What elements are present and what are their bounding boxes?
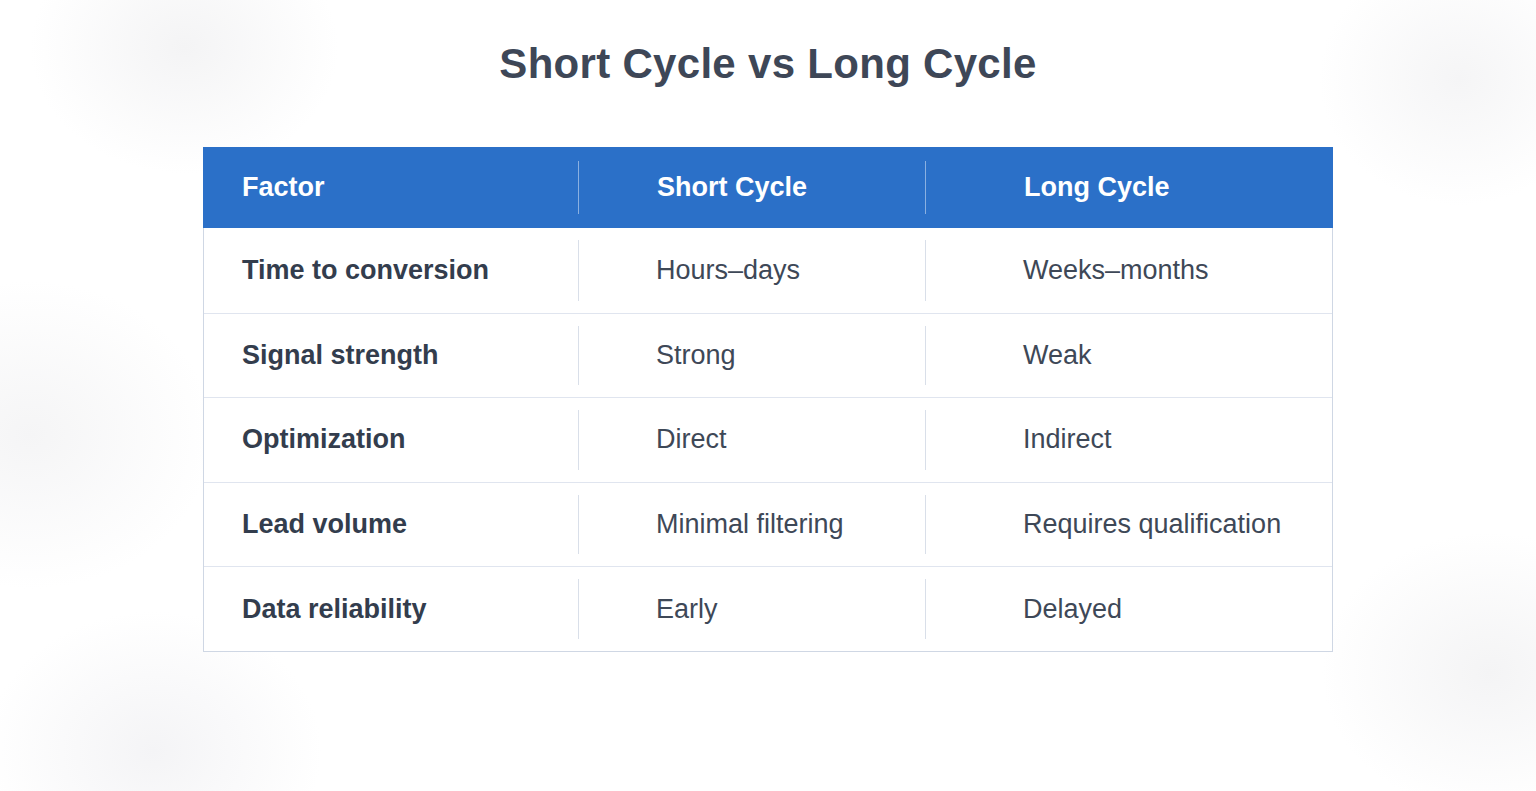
- table-body: Time to conversionHours–daysWeeks–months…: [203, 228, 1333, 652]
- table-row: OptimizationDirectIndirect: [204, 397, 1332, 482]
- value-cell: Minimal filtering: [578, 483, 925, 567]
- header-cell-long-cycle: Long Cycle: [925, 147, 1333, 228]
- header-cell-factor: Factor: [203, 147, 578, 228]
- value-cell: Hours–days: [578, 228, 925, 313]
- value-cell: Requires qualification: [925, 483, 1332, 567]
- row-label-cell: Data reliability: [204, 567, 578, 651]
- page-title: Short Cycle vs Long Cycle: [0, 40, 1536, 88]
- header-cell-short-cycle: Short Cycle: [578, 147, 925, 228]
- value-cell: Indirect: [925, 398, 1332, 482]
- table-row: Data reliabilityEarlyDelayed: [204, 566, 1332, 651]
- value-cell: Direct: [578, 398, 925, 482]
- comparison-table: Factor Short Cycle Long Cycle Time to co…: [203, 147, 1333, 652]
- row-label-cell: Lead volume: [204, 483, 578, 567]
- value-cell: Delayed: [925, 567, 1332, 651]
- row-label-cell: Optimization: [204, 398, 578, 482]
- value-cell: Strong: [578, 314, 925, 398]
- table-header-row: Factor Short Cycle Long Cycle: [203, 147, 1333, 228]
- value-cell: Weak: [925, 314, 1332, 398]
- table-row: Lead volumeMinimal filteringRequires qua…: [204, 482, 1332, 567]
- row-label-cell: Signal strength: [204, 314, 578, 398]
- table-row: Time to conversionHours–daysWeeks–months: [204, 228, 1332, 313]
- row-label-cell: Time to conversion: [204, 228, 578, 313]
- table-row: Signal strengthStrongWeak: [204, 313, 1332, 398]
- value-cell: Weeks–months: [925, 228, 1332, 313]
- value-cell: Early: [578, 567, 925, 651]
